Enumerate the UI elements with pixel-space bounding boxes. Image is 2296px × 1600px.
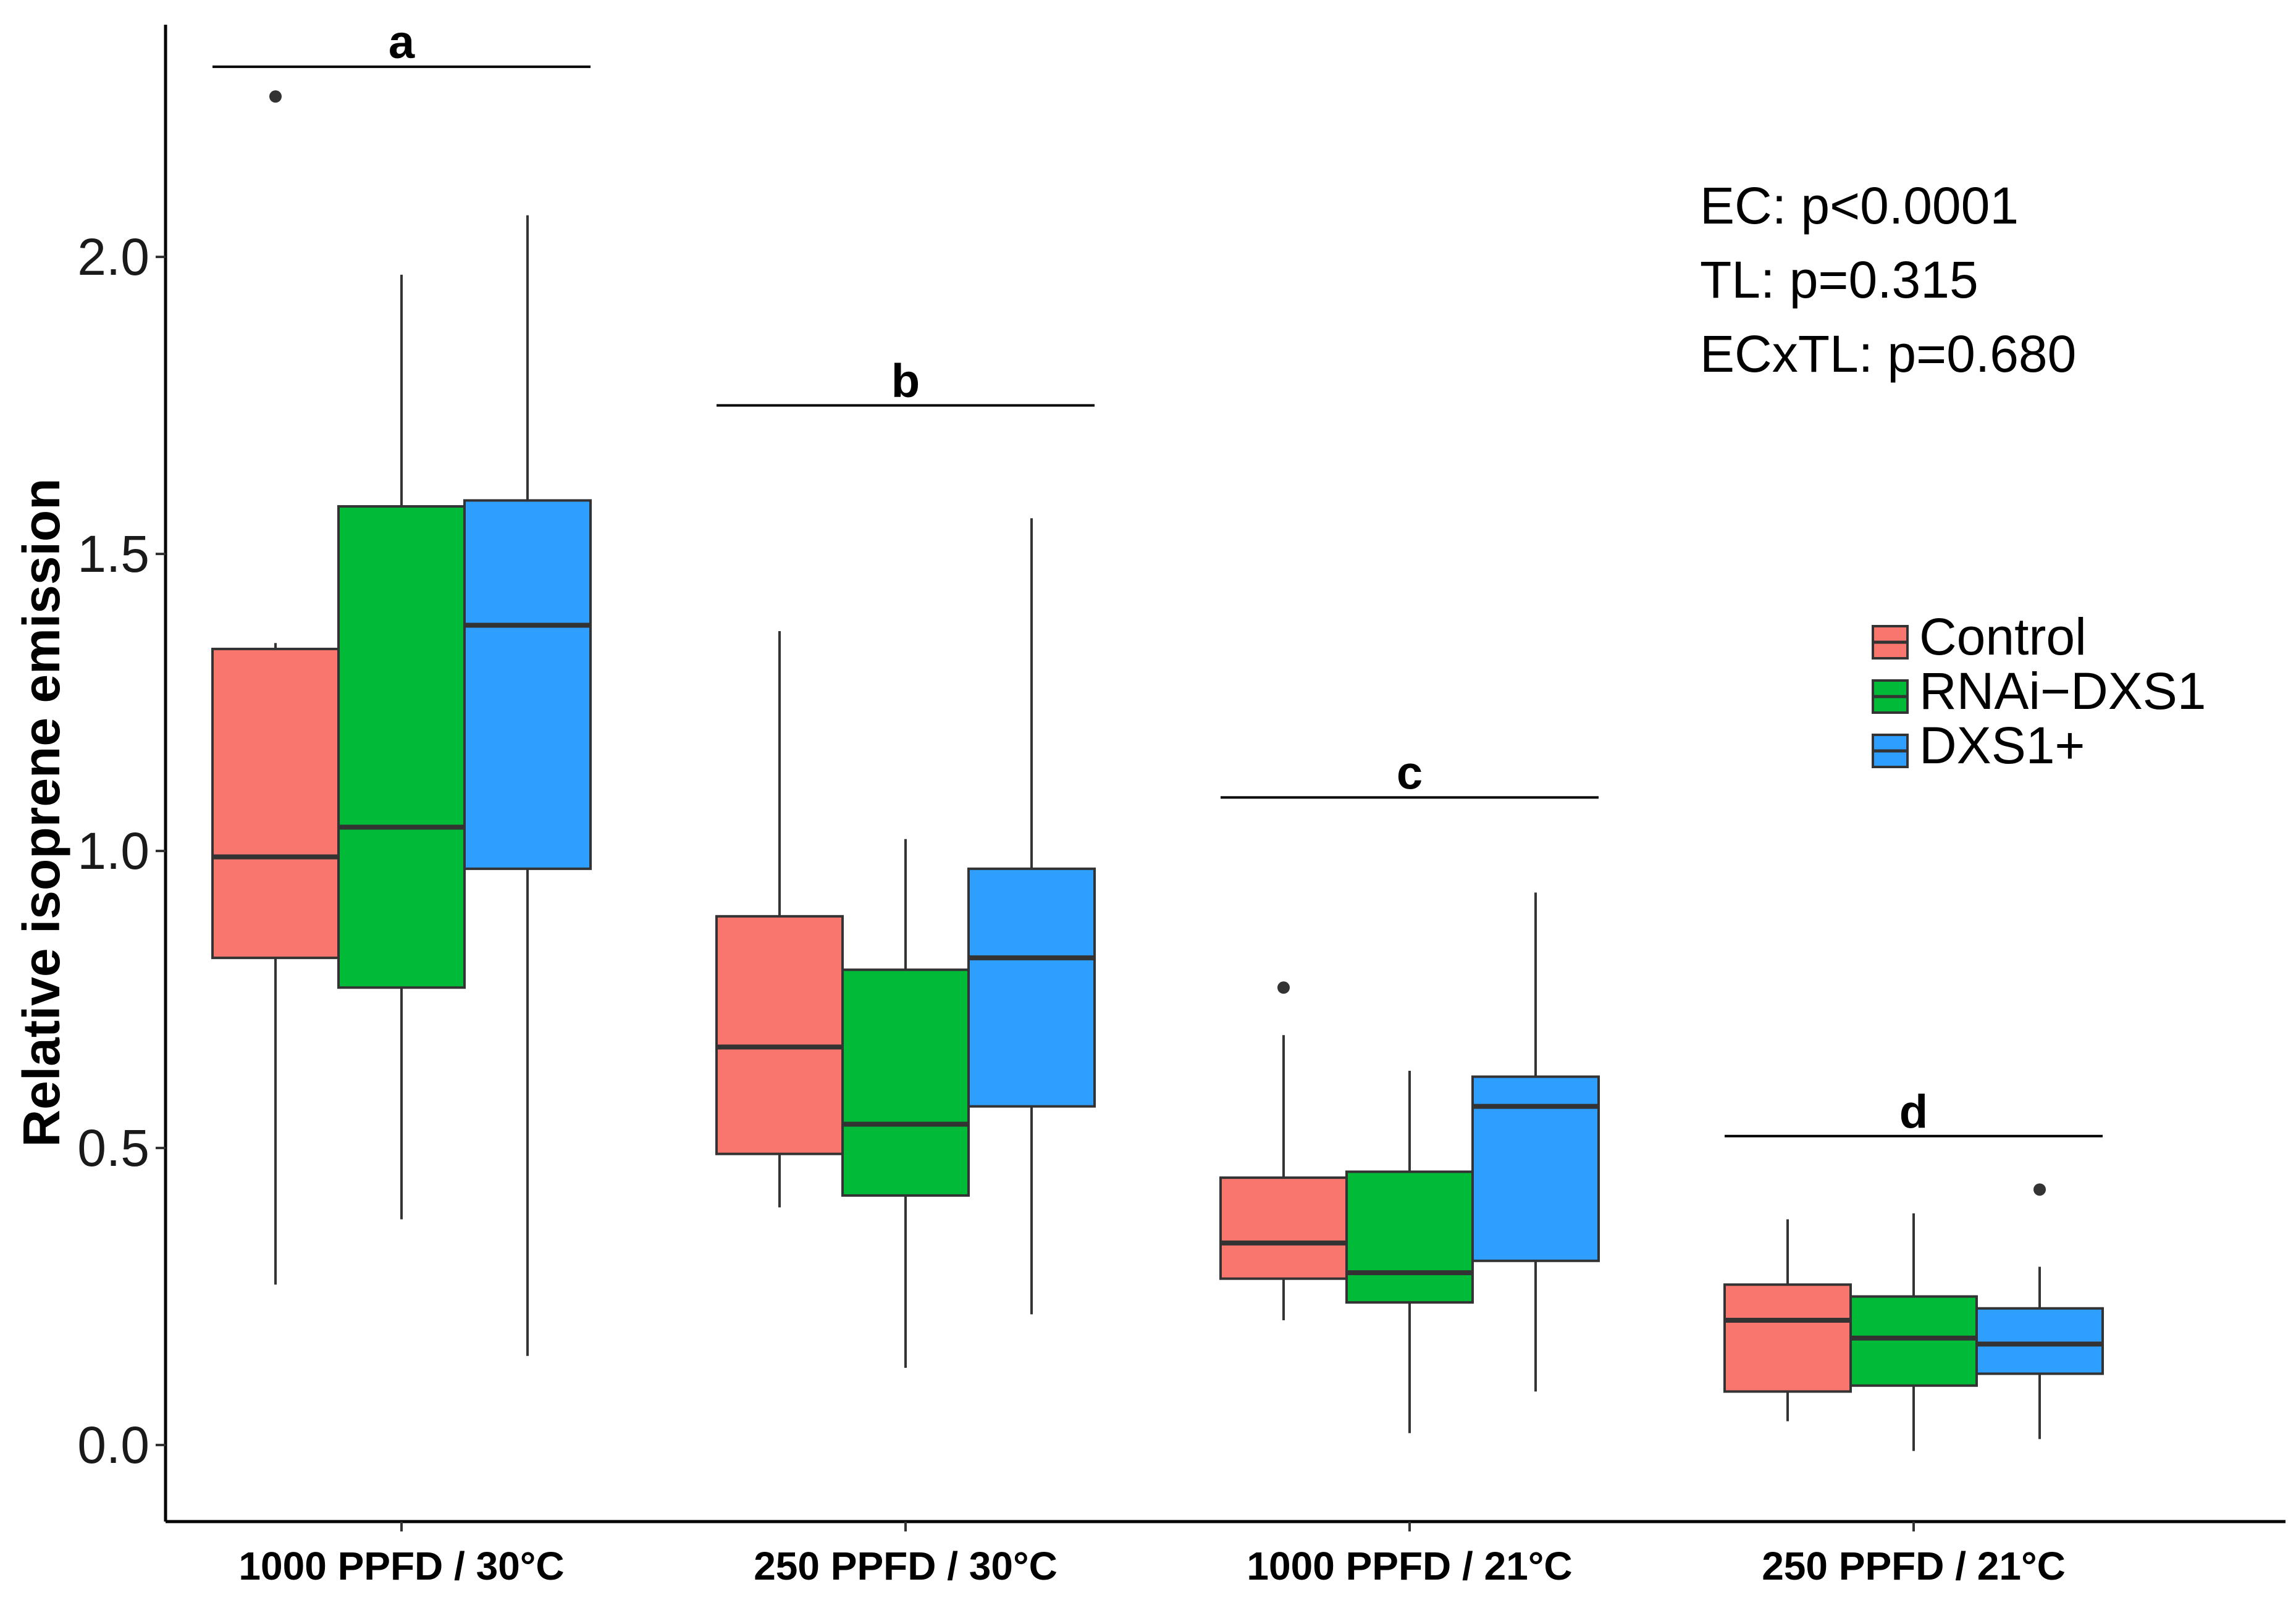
box-body [1975, 1307, 2104, 1375]
y-tick-label: 0.0 [77, 1416, 149, 1474]
box-rnai-dxs1-4 [1849, 1213, 1978, 1451]
outlier-point [269, 90, 282, 103]
box-dxs1-plus-4 [1975, 1183, 2104, 1439]
box-dxs1-plus-1 [463, 215, 592, 1356]
box-dxs1-plus-3 [1471, 892, 1600, 1392]
box-body [1345, 1170, 1474, 1304]
y-tick-label: 2.0 [77, 228, 149, 286]
box-dxs1-plus-2 [967, 518, 1096, 1315]
legend-label-rnai-dxs1: RNAi−DXS1 [1919, 662, 2206, 720]
box-control-1 [211, 90, 340, 1285]
legend: Control RNAi−DXS1 DXS1+ [1872, 608, 2206, 774]
box-rnai-dxs1-2 [841, 839, 970, 1368]
y-tick-label: 1.5 [77, 525, 149, 583]
statistics-annotation: EC: p<0.0001 TL: p=0.315 ECxTL: p=0.680 [1700, 177, 2076, 383]
box-body [337, 505, 466, 989]
y-axis-title: Relative isoprene emission [12, 478, 70, 1147]
significance-letter-d: d [1899, 1086, 1928, 1138]
box-series-layer [211, 90, 2104, 1451]
box-body [211, 647, 340, 960]
box-control-3 [1219, 981, 1348, 1320]
outlier-point [2033, 1183, 2046, 1196]
stat-ecxtl: ECxTL: p=0.680 [1700, 325, 2076, 383]
significance-letter-a: a [389, 16, 415, 69]
y-tick-label: 0.5 [77, 1119, 149, 1177]
box-body [841, 968, 970, 1197]
box-body [1219, 1176, 1348, 1280]
x-tick-label: 1000 PPFD / 21°C [1247, 1544, 1572, 1588]
legend-label-control: Control [1919, 608, 2087, 666]
stat-ec: EC: p<0.0001 [1700, 177, 2019, 235]
box-control-2 [715, 631, 844, 1208]
axes: 0.0 0.5 1.0 1.5 2.0 1000 PPFD / 30°C 250 PPFD … [77, 25, 2285, 1588]
outlier-point [1277, 981, 1290, 994]
box-body [463, 499, 592, 870]
box-control-4 [1723, 1219, 1852, 1422]
x-tick-label: 250 PPFD / 30°C [754, 1544, 1058, 1588]
box-rnai-dxs1-3 [1345, 1070, 1474, 1433]
significance-letter-c: c [1397, 747, 1423, 799]
box-body [967, 867, 1096, 1108]
x-tick-label: 1000 PPFD / 30°C [238, 1544, 564, 1588]
box-rnai-dxs1-1 [337, 274, 466, 1220]
y-tick-label: 1.0 [77, 822, 149, 880]
box-body [1723, 1283, 1852, 1393]
significance-letter-b: b [891, 355, 920, 408]
legend-label-dxs1-plus: DXS1+ [1919, 716, 2085, 774]
significance-layer: a b c d [212, 16, 2103, 1138]
box-body [1849, 1295, 1978, 1387]
x-tick-label: 250 PPFD / 21°C [1762, 1544, 2066, 1588]
stat-tl: TL: p=0.315 [1700, 251, 1979, 309]
box-body [715, 915, 844, 1155]
